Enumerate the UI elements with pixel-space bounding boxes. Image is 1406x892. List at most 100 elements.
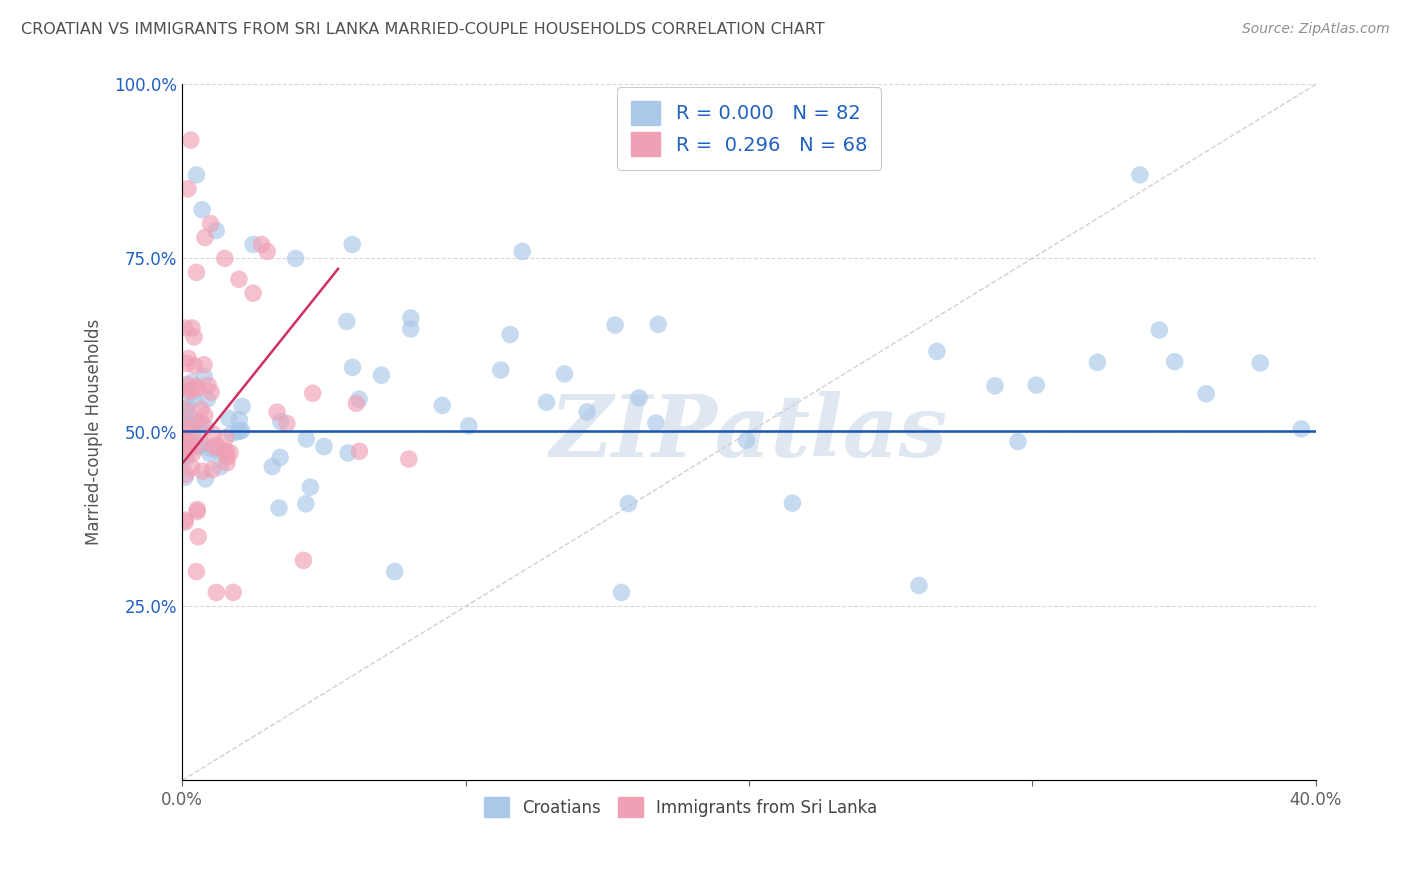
- Point: [228, 425, 250, 439]
- Point: [575, 405, 598, 419]
- Point: [174, 420, 197, 434]
- Point: [231, 423, 253, 437]
- Point: [174, 430, 197, 444]
- Point: [176, 356, 198, 370]
- Point: [174, 433, 197, 447]
- Point: [399, 310, 422, 325]
- Point: [645, 416, 668, 430]
- Point: [603, 318, 626, 332]
- Point: [183, 392, 205, 407]
- Point: [197, 392, 219, 406]
- Point: [174, 451, 197, 466]
- Point: [499, 327, 522, 342]
- Point: [174, 515, 197, 529]
- Point: [188, 439, 211, 453]
- Point: [193, 358, 215, 372]
- Point: [536, 395, 558, 409]
- Point: [554, 367, 576, 381]
- Point: [222, 585, 245, 599]
- Point: [214, 431, 236, 445]
- Point: [295, 432, 318, 446]
- Point: [190, 416, 212, 430]
- Point: [256, 244, 278, 259]
- Point: [197, 378, 219, 392]
- Point: [215, 456, 238, 470]
- Point: [1149, 323, 1171, 337]
- Point: [489, 363, 512, 377]
- Point: [262, 459, 284, 474]
- Point: [336, 314, 359, 328]
- Point: [228, 412, 250, 426]
- Point: [186, 265, 208, 279]
- Point: [201, 463, 224, 477]
- Point: [187, 530, 209, 544]
- Point: [174, 440, 197, 454]
- Text: Source: ZipAtlas.com: Source: ZipAtlas.com: [1241, 22, 1389, 37]
- Point: [176, 439, 198, 453]
- Point: [219, 445, 242, 459]
- Point: [179, 430, 201, 444]
- Point: [183, 330, 205, 344]
- Point: [1163, 354, 1185, 368]
- Point: [312, 440, 335, 454]
- Point: [194, 472, 217, 486]
- Point: [217, 450, 239, 464]
- Point: [174, 425, 197, 440]
- Point: [735, 434, 758, 448]
- Point: [181, 446, 204, 460]
- Point: [174, 470, 197, 484]
- Point: [191, 202, 214, 217]
- Point: [1291, 422, 1313, 436]
- Point: [231, 400, 253, 414]
- Point: [186, 382, 208, 396]
- Point: [177, 443, 200, 458]
- Point: [191, 464, 214, 478]
- Point: [984, 379, 1007, 393]
- Point: [174, 513, 197, 527]
- Point: [398, 452, 420, 467]
- Point: [186, 502, 208, 516]
- Point: [183, 359, 205, 373]
- Point: [188, 440, 211, 454]
- Point: [202, 440, 225, 454]
- Point: [181, 428, 204, 442]
- Point: [200, 217, 222, 231]
- Point: [432, 398, 454, 412]
- Text: ZIPatlas: ZIPatlas: [550, 391, 948, 475]
- Text: CROATIAN VS IMMIGRANTS FROM SRI LANKA MARRIED-COUPLE HOUSEHOLDS CORRELATION CHAR: CROATIAN VS IMMIGRANTS FROM SRI LANKA MA…: [21, 22, 825, 37]
- Point: [215, 444, 238, 458]
- Point: [342, 237, 364, 252]
- Point: [177, 351, 200, 366]
- Point: [1087, 355, 1109, 369]
- Point: [284, 252, 307, 266]
- Point: [344, 396, 367, 410]
- Point: [174, 402, 197, 417]
- Point: [647, 318, 669, 332]
- Point: [176, 377, 198, 392]
- Point: [174, 467, 197, 482]
- Point: [266, 405, 288, 419]
- Point: [292, 553, 315, 567]
- Point: [267, 501, 290, 516]
- Point: [180, 382, 202, 396]
- Point: [228, 272, 250, 286]
- Point: [193, 369, 215, 384]
- Point: [174, 321, 197, 335]
- Point: [270, 414, 292, 428]
- Point: [342, 360, 364, 375]
- Point: [510, 244, 533, 259]
- Point: [617, 497, 640, 511]
- Point: [908, 578, 931, 592]
- Point: [179, 410, 201, 425]
- Point: [337, 446, 360, 460]
- Point: [180, 386, 202, 401]
- Point: [194, 420, 217, 434]
- Point: [176, 401, 198, 415]
- Point: [782, 496, 804, 510]
- Point: [174, 410, 197, 425]
- Point: [370, 368, 392, 383]
- Point: [269, 450, 291, 465]
- Point: [1195, 386, 1218, 401]
- Point: [610, 585, 633, 599]
- Point: [190, 436, 212, 450]
